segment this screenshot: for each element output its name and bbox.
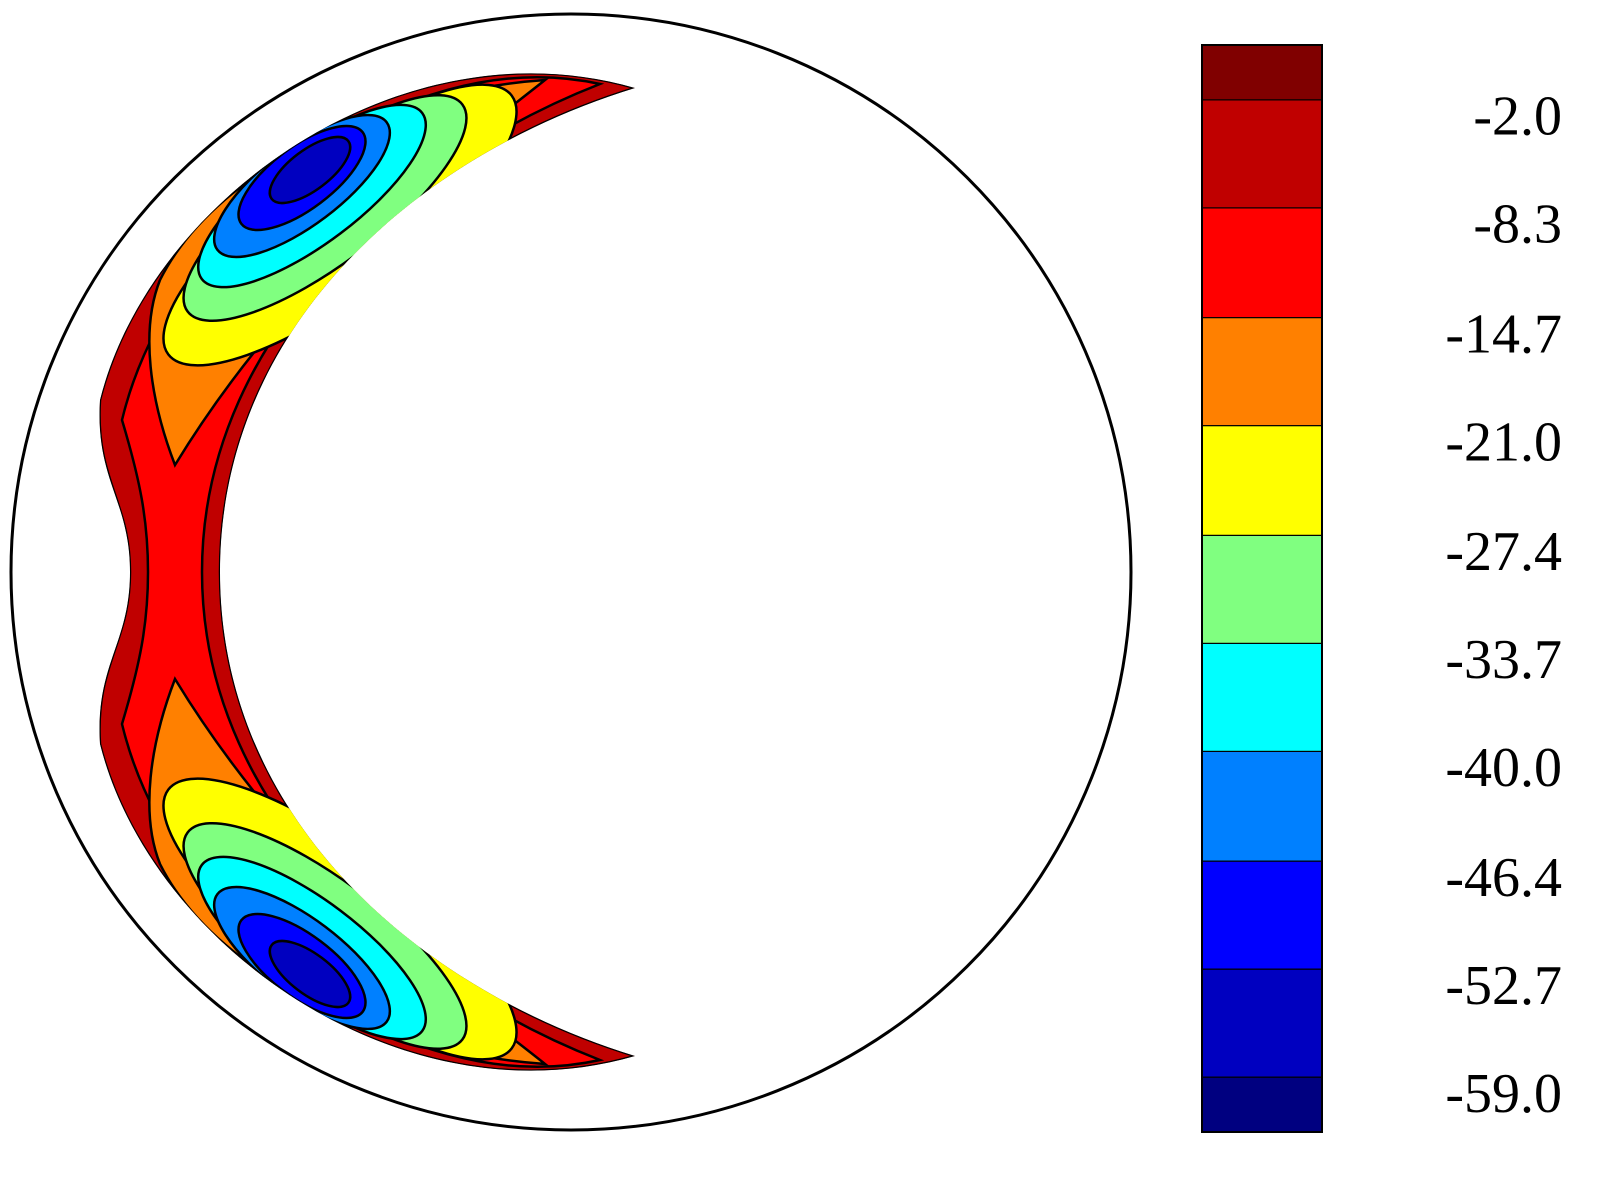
colorbar-band	[1201, 44, 1323, 101]
upper-vortex	[126, 73, 554, 467]
colorbar-band	[1201, 860, 1323, 970]
colorbar-band	[1201, 207, 1323, 319]
colorbar-band	[1201, 99, 1323, 209]
colorbar-tick-label: -46.4	[1445, 847, 1562, 909]
colorbar-band	[1201, 642, 1323, 752]
colorbar-tick-label: -2.0	[1473, 86, 1562, 148]
colorbar-tick-label: -59.0	[1445, 1063, 1562, 1125]
lower-vortex	[126, 677, 554, 1071]
colorbar-tick-label: -14.7	[1445, 303, 1562, 365]
colorbar-band	[1201, 750, 1323, 862]
contour-field	[99, 73, 635, 1071]
colorbar-band	[1201, 534, 1323, 644]
colorbar-tick-label: -8.3	[1473, 194, 1562, 256]
domain-boundary	[9, 12, 1133, 1132]
colorbar-band	[1201, 425, 1323, 536]
colorbar-tick-label: -33.7	[1445, 629, 1562, 691]
colorbar-tick-label: -52.7	[1445, 955, 1562, 1017]
colorbar: -59.0 -52.7 -46.4 -40.0 -33.7 -27.4 -21.0 -14.7…	[1201, 44, 1562, 1133]
colorbar-band	[1201, 317, 1323, 427]
colorbar-band	[1201, 1076, 1323, 1133]
colorbar-tick-label: -21.0	[1445, 411, 1562, 473]
colorbar-frame	[1201, 44, 1323, 1133]
colorbar-tick-label: -27.4	[1445, 521, 1562, 583]
colorbar-band	[1201, 968, 1323, 1078]
colorbar-tick-label: -40.0	[1445, 737, 1562, 799]
